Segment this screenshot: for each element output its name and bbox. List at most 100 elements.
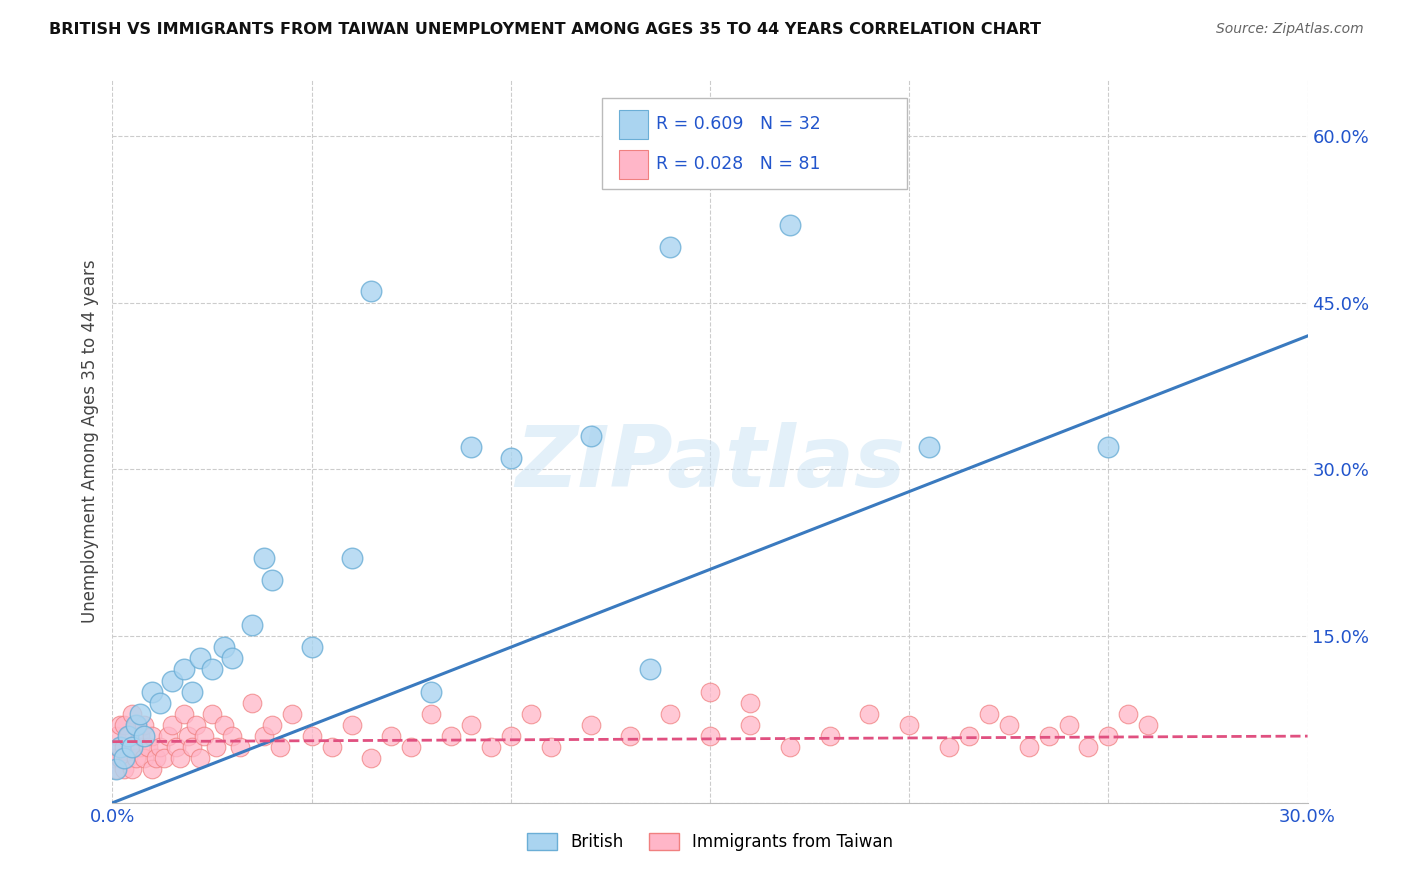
Point bbox=[173, 662, 195, 676]
Point bbox=[162, 718, 183, 732]
Point bbox=[659, 240, 682, 254]
Point bbox=[818, 729, 841, 743]
Point bbox=[957, 729, 980, 743]
Point bbox=[918, 440, 941, 454]
Point bbox=[134, 751, 156, 765]
Point bbox=[401, 740, 423, 755]
Point bbox=[240, 696, 263, 710]
Point bbox=[110, 751, 132, 765]
Point bbox=[1077, 740, 1099, 755]
Point bbox=[145, 751, 167, 765]
Point bbox=[898, 718, 921, 732]
Point bbox=[149, 740, 172, 755]
Point bbox=[253, 551, 276, 566]
Point bbox=[699, 729, 721, 743]
Point bbox=[360, 751, 382, 765]
Point bbox=[1097, 440, 1119, 454]
Point bbox=[240, 618, 263, 632]
Point bbox=[221, 651, 243, 665]
Point bbox=[260, 718, 283, 732]
FancyBboxPatch shape bbox=[619, 110, 648, 139]
Point bbox=[1118, 706, 1140, 721]
Point bbox=[998, 718, 1021, 732]
Point bbox=[540, 740, 562, 755]
Point bbox=[499, 729, 522, 743]
Point bbox=[117, 729, 139, 743]
Point bbox=[977, 706, 1000, 721]
Point bbox=[117, 751, 139, 765]
Point bbox=[460, 440, 482, 454]
Point bbox=[121, 763, 143, 777]
Point bbox=[460, 718, 482, 732]
Point bbox=[420, 684, 443, 698]
Point bbox=[114, 718, 135, 732]
Point bbox=[110, 740, 132, 755]
Point bbox=[619, 729, 641, 743]
Point bbox=[221, 729, 243, 743]
Point bbox=[181, 740, 204, 755]
Point bbox=[229, 740, 252, 755]
Point bbox=[129, 740, 152, 755]
Point bbox=[134, 718, 156, 732]
Point bbox=[188, 651, 211, 665]
Point bbox=[188, 751, 211, 765]
Point bbox=[1038, 729, 1060, 743]
Point bbox=[201, 706, 224, 721]
Point bbox=[129, 729, 152, 743]
Y-axis label: Unemployment Among Ages 35 to 44 years: Unemployment Among Ages 35 to 44 years bbox=[80, 260, 98, 624]
Point bbox=[141, 684, 163, 698]
Point bbox=[165, 740, 187, 755]
Point bbox=[253, 729, 276, 743]
Point bbox=[177, 729, 200, 743]
Point bbox=[321, 740, 343, 755]
Point bbox=[121, 740, 143, 755]
Text: R = 0.609   N = 32: R = 0.609 N = 32 bbox=[657, 115, 821, 133]
Text: BRITISH VS IMMIGRANTS FROM TAIWAN UNEMPLOYMENT AMONG AGES 35 TO 44 YEARS CORRELA: BRITISH VS IMMIGRANTS FROM TAIWAN UNEMPL… bbox=[49, 22, 1042, 37]
Point bbox=[141, 763, 163, 777]
Point bbox=[579, 429, 602, 443]
Point bbox=[779, 740, 801, 755]
Point bbox=[110, 740, 132, 755]
Point bbox=[173, 706, 195, 721]
Text: ZIPatlas: ZIPatlas bbox=[515, 422, 905, 505]
Point bbox=[479, 740, 502, 755]
Point bbox=[579, 718, 602, 732]
Point bbox=[201, 662, 224, 676]
Point bbox=[301, 640, 323, 655]
Point bbox=[153, 751, 176, 765]
Point bbox=[193, 729, 215, 743]
Point bbox=[340, 718, 363, 732]
Point bbox=[212, 718, 235, 732]
Point bbox=[157, 729, 180, 743]
Point bbox=[114, 751, 135, 765]
Point bbox=[659, 706, 682, 721]
Point bbox=[134, 729, 156, 743]
Point bbox=[101, 751, 124, 765]
Point bbox=[181, 684, 204, 698]
Point bbox=[420, 706, 443, 721]
Point bbox=[738, 718, 761, 732]
Point bbox=[169, 751, 191, 765]
Point bbox=[129, 706, 152, 721]
Point bbox=[440, 729, 463, 743]
Text: Source: ZipAtlas.com: Source: ZipAtlas.com bbox=[1216, 22, 1364, 37]
Point bbox=[110, 718, 132, 732]
Point bbox=[640, 662, 662, 676]
Point bbox=[212, 640, 235, 655]
FancyBboxPatch shape bbox=[603, 98, 907, 189]
Text: R = 0.028   N = 81: R = 0.028 N = 81 bbox=[657, 155, 821, 173]
Point bbox=[520, 706, 543, 721]
Point bbox=[121, 740, 143, 755]
Point bbox=[105, 729, 128, 743]
Point bbox=[125, 718, 148, 732]
Point bbox=[779, 218, 801, 232]
Point bbox=[1097, 729, 1119, 743]
Point bbox=[938, 740, 960, 755]
Point bbox=[1137, 718, 1160, 732]
Point bbox=[114, 740, 135, 755]
Point bbox=[380, 729, 402, 743]
Point bbox=[499, 451, 522, 466]
FancyBboxPatch shape bbox=[619, 150, 648, 178]
Point bbox=[162, 673, 183, 688]
Point bbox=[269, 740, 291, 755]
